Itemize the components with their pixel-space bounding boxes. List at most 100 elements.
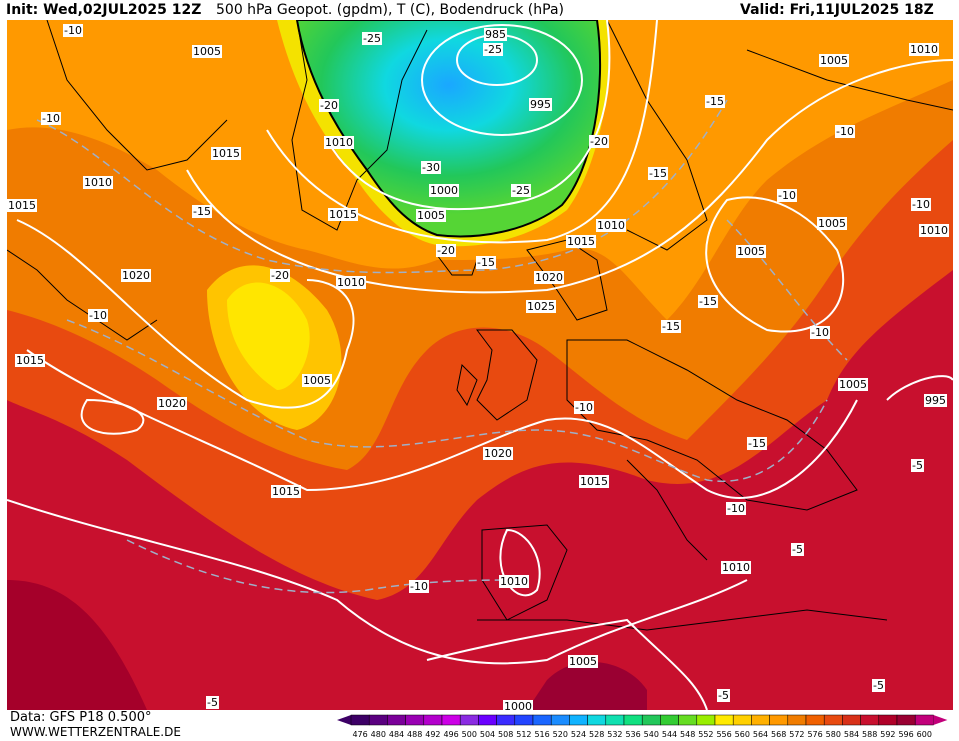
scale-arrow-left: [337, 715, 351, 725]
temp-label: -10: [410, 580, 428, 593]
isobar-label: 1010: [337, 276, 365, 289]
label-box: [41, 112, 61, 125]
isobar-label: 995: [530, 98, 551, 111]
temp-label: -15: [748, 437, 766, 450]
label-box: [15, 354, 45, 367]
scale-tick-label: 568: [771, 730, 786, 739]
scale-tick-label: 516: [534, 730, 549, 739]
scale-tick-label: 528: [589, 730, 604, 739]
label-box: [302, 374, 332, 387]
isobar-label: 1020: [122, 269, 150, 282]
scale-tick-label: 492: [425, 730, 440, 739]
label-box: [503, 700, 533, 710]
isobar-label: 995: [925, 394, 946, 407]
isobar-label: 1005: [193, 45, 221, 58]
temperature-labels: -10 -10 -10 -10 -10 -10 -10 -10 -10 -10 …: [41, 24, 931, 709]
label-box: [777, 189, 797, 202]
temp-label: -15: [699, 295, 717, 308]
scale-tick-label: 520: [553, 730, 568, 739]
label-box: [661, 320, 681, 333]
label-box: [88, 309, 108, 322]
label-box: [817, 217, 847, 230]
scale-swatch: [641, 714, 661, 726]
label-box: [526, 300, 556, 313]
scale-swatch: [751, 714, 770, 726]
temp-label: -10: [727, 502, 745, 515]
scale-swatch: [478, 714, 497, 726]
scale-tick-label: 548: [680, 730, 695, 739]
isobar-label: 1000: [504, 700, 532, 710]
label-box: [810, 326, 830, 339]
label-box: [819, 54, 849, 67]
label-box: [579, 475, 609, 488]
hot-core: [527, 661, 647, 710]
label-box: [192, 205, 212, 218]
temp-label: -25: [512, 184, 530, 197]
temp-label: -10: [912, 198, 930, 211]
scale-tick-label: 596: [898, 730, 913, 739]
label-box: [63, 24, 83, 37]
label-box: [157, 397, 187, 410]
isobar-label: 1010: [910, 43, 938, 56]
temp-label: -10: [42, 112, 60, 125]
isobar-label: 1005: [303, 374, 331, 387]
scale-swatch: [550, 714, 570, 726]
color-scale: 476 480 484 488 492 496 500 504 508 512 516 520 524 5…: [337, 714, 948, 739]
isobar-label: 1020: [484, 447, 512, 460]
isotherms: [36, 99, 848, 594]
isobar-label: 1010: [500, 575, 528, 588]
scale-swatch: [423, 714, 443, 726]
label-box: [534, 271, 564, 284]
scale-tick-label: 476: [352, 730, 367, 739]
scale-swatch: [405, 714, 425, 726]
label-box: [436, 244, 456, 257]
label-box: [328, 208, 358, 221]
isobar-label: 1005: [569, 655, 597, 668]
scale-swatch: [769, 714, 789, 726]
label-box: [511, 184, 531, 197]
label-box: [911, 198, 931, 211]
scale-swatch: [605, 714, 625, 726]
label-box: [909, 43, 939, 56]
scale-swatch: [532, 714, 552, 726]
label-box: [924, 394, 947, 407]
isobar-label: 1020: [535, 271, 563, 284]
weather-map: 985 995 995 1000 1000 1005 1005 1005 100…: [7, 20, 953, 710]
label-box: [336, 276, 366, 289]
isobar-label: 1005: [737, 245, 765, 258]
scale-tick-label: 544: [662, 730, 677, 739]
scale-tick-label: 504: [480, 730, 495, 739]
temp-label: -10: [575, 401, 593, 414]
label-box: [911, 459, 924, 472]
label-box: [589, 135, 609, 148]
isobar-label: 1015: [580, 475, 608, 488]
temp-label: -10: [811, 326, 829, 339]
label-box: [791, 543, 804, 556]
isobar-label: 1015: [272, 485, 300, 498]
temp-label: -20: [590, 135, 608, 148]
scale-tick-label: 600: [917, 730, 932, 739]
label-box: [416, 209, 446, 222]
label-box: [566, 235, 596, 248]
label-box: [574, 401, 594, 414]
isobar-label: 1015: [329, 208, 357, 221]
temp-label: -10: [778, 189, 796, 202]
scale-swatch: [350, 714, 370, 726]
temp-label: -15: [706, 95, 724, 108]
scale-swatch: [914, 714, 934, 726]
scale-tick-label: 552: [698, 730, 713, 739]
label-box: [121, 269, 151, 282]
scale-tick-label: 580: [826, 730, 841, 739]
label-box: [717, 689, 730, 702]
temp-label: -5: [873, 679, 884, 692]
temp-label: -15: [662, 320, 680, 333]
label-box: [206, 696, 219, 709]
isobar-labels: 985 995 995 1000 1000 1005 1005 1005 100…: [7, 28, 949, 710]
isobar-label: 1015: [567, 235, 595, 248]
isobar-label: 1005: [839, 378, 867, 391]
valid-time: Valid: Fri,11JUL2025 18Z: [740, 2, 934, 18]
temp-label: -10: [836, 125, 854, 138]
scale-tick-label: 536: [625, 730, 640, 739]
scale-swatch: [496, 714, 516, 726]
label-box: [83, 176, 113, 189]
